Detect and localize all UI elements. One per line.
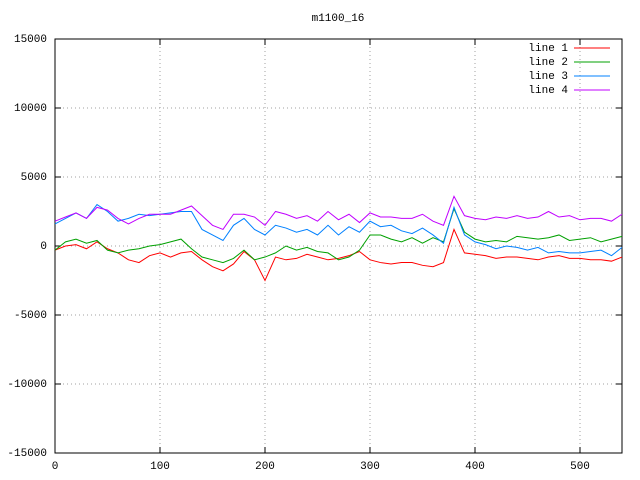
x-tick-label: 100: [150, 461, 170, 473]
legend-label: line 3: [528, 71, 568, 83]
chart-title: m1100_16: [312, 13, 365, 25]
data-line: [54, 203, 623, 257]
x-tick-label: 500: [570, 461, 590, 473]
y-tick-label: 5000: [21, 172, 47, 184]
y-tick-label: 15000: [14, 34, 47, 46]
legend-label: line 2: [528, 57, 568, 69]
y-tick-label: 0: [40, 241, 47, 253]
y-tick-label: -15000: [7, 448, 47, 460]
legend-label: line 1: [528, 43, 568, 55]
y-tick-label: 10000: [14, 103, 47, 115]
x-tick-label: 0: [52, 461, 59, 473]
x-tick-label: 200: [255, 461, 275, 473]
data-line: [54, 207, 623, 264]
y-tick-label: -10000: [7, 379, 47, 391]
y-tick-label: -5000: [14, 310, 47, 322]
data-line: [54, 195, 623, 231]
x-tick-label: 300: [360, 461, 380, 473]
legend-label: line 4: [528, 85, 568, 97]
plot-frame: [54, 38, 623, 454]
x-tick-label: 400: [465, 461, 485, 473]
data-line: [54, 228, 623, 282]
